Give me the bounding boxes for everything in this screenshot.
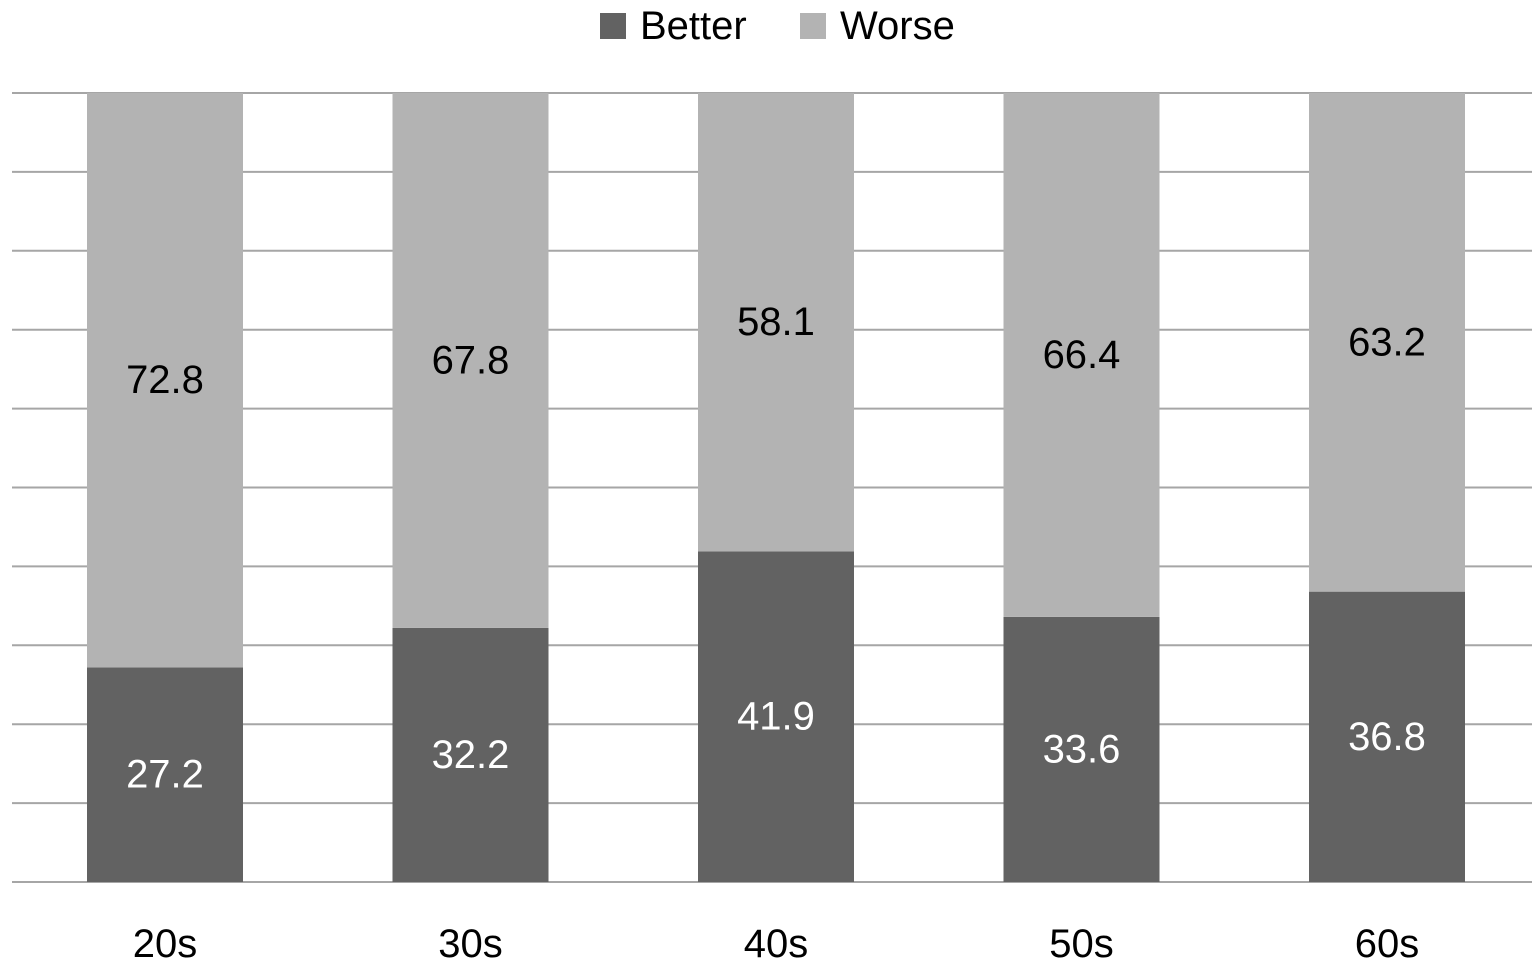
legend-swatch-worse [800,13,826,39]
data-label-worse-60s: 63.2 [1348,320,1426,364]
legend-label-better: Better [640,4,747,48]
bar-better-30s [392,627,549,882]
category-label: 20s [133,922,198,965]
bar-worse-40s [698,93,854,552]
legend: Better Worse [600,4,955,48]
data-label-better-20s: 27.2 [126,753,204,797]
bar-worse-30s [392,93,549,628]
data-label-worse-30s: 67.8 [432,338,510,382]
data-label-better-50s: 33.6 [1043,727,1121,771]
category-label: 60s [1355,922,1420,965]
bar-better-40s [698,551,854,882]
data-label-better-40s: 41.9 [737,695,815,739]
bar-better-50s [1003,616,1160,882]
category-label: 50s [1049,922,1114,965]
legend-label-worse: Worse [840,4,955,48]
data-label-worse-40s: 58.1 [737,300,815,344]
category-label: 40s [744,922,809,965]
category-label: 30s [438,922,503,965]
bar-worse-20s [87,93,243,668]
bar-worse-60s [1309,93,1465,592]
data-label-worse-20s: 72.8 [126,358,204,402]
data-labels: 27.2 72.8 32.2 67.8 41.9 58.1 33.6 66.4 36.8 63.2 [126,300,1426,796]
bar-better-20s [87,667,243,882]
bar-worse-50s [1003,93,1160,617]
bars [87,93,1465,882]
bar-better-60s [1309,591,1465,882]
legend-swatch-better [600,13,626,39]
data-label-worse-50s: 66.4 [1043,333,1121,377]
data-label-better-30s: 32.2 [432,733,510,777]
data-label-better-60s: 36.8 [1348,715,1426,759]
category-axis-labels: 20s 30s 40s 50s 60s [133,922,1420,965]
